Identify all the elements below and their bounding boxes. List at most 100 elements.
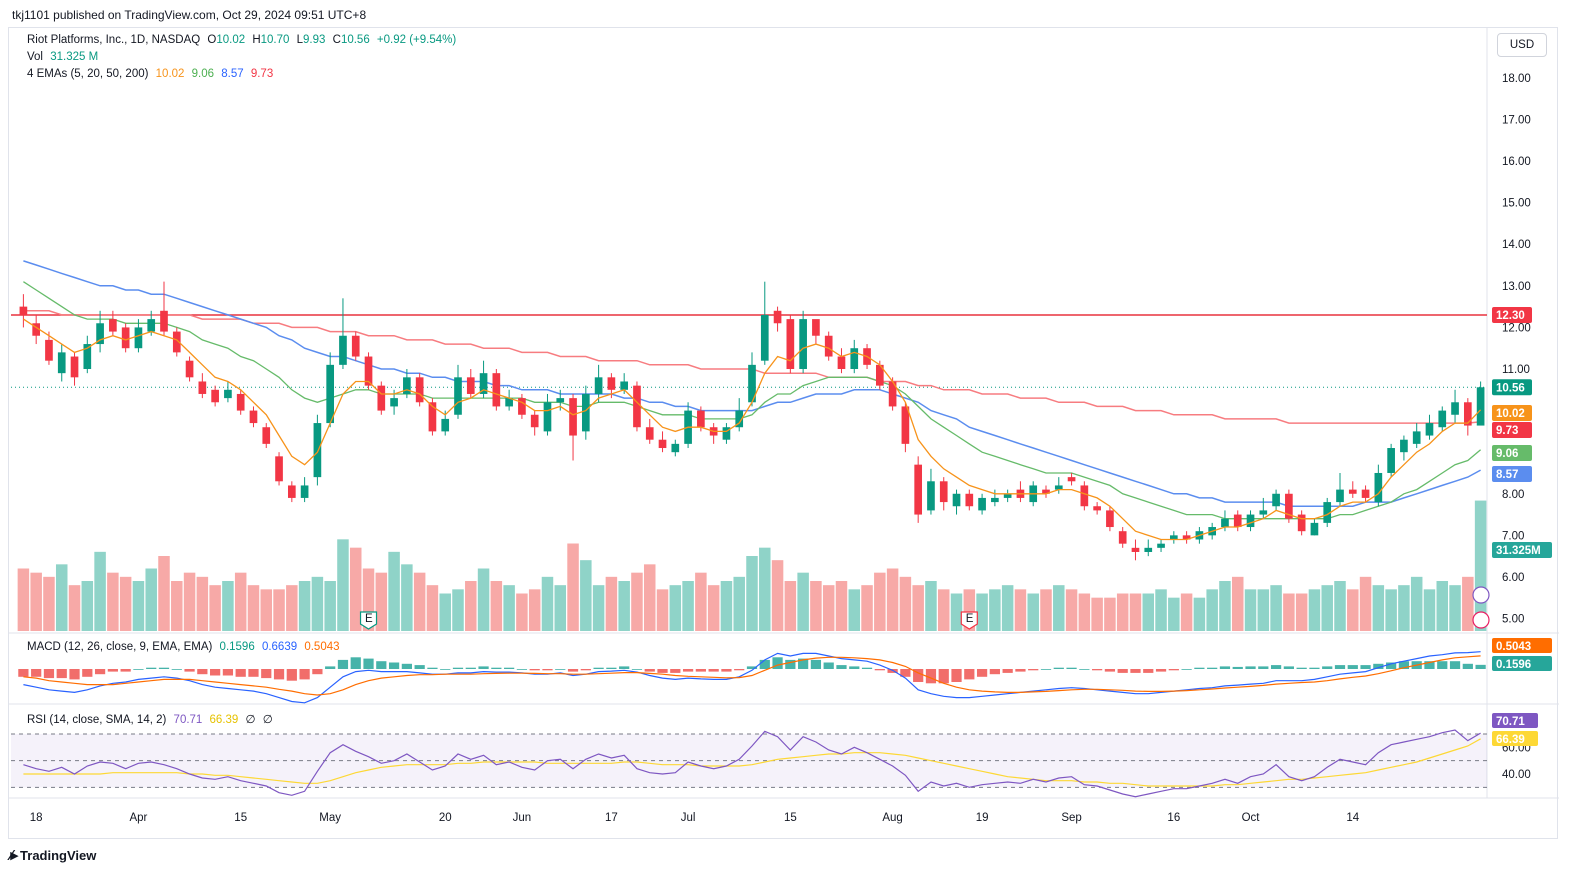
candle-body (57, 352, 66, 374)
candle-body (543, 402, 552, 432)
macd-histogram-bar (695, 669, 706, 672)
volume-bar (848, 589, 861, 631)
tradingview-logo[interactable]: ⁄▸ TradingView (10, 846, 96, 864)
candle-body (287, 485, 296, 498)
candle-body (1297, 514, 1306, 532)
candle-body (83, 344, 92, 370)
volume-bar (1142, 593, 1155, 631)
legend-emas[interactable]: 4 EMAs (5, 20, 50, 200) 10.02 9.06 8.57 … (27, 68, 277, 80)
symbol-title[interactable]: Riot Platforms, Inc., 1D, NASDAQ (27, 34, 201, 46)
price-tag (1492, 422, 1532, 438)
currency-button[interactable]: USD (1497, 33, 1547, 57)
macd-histogram-bar (376, 661, 387, 669)
volume-bar (567, 543, 579, 631)
volume-bar (1398, 585, 1410, 631)
macd-histogram-bar (1245, 666, 1256, 669)
candle-body (441, 418, 450, 432)
macd-histogram-bar (670, 669, 681, 673)
macd-line (23, 651, 1481, 704)
candle-body (1221, 518, 1229, 528)
time-tick-label: 19 (976, 812, 989, 824)
candle-body (1118, 531, 1127, 544)
high-value: H10.70 (252, 34, 290, 46)
volume-bar (426, 585, 439, 631)
candle-body (1259, 510, 1268, 515)
volume-bar (822, 585, 835, 631)
macd-histogram-bar (1028, 669, 1039, 671)
candle-body (466, 377, 475, 394)
macd-histogram-bar (913, 669, 924, 682)
change-value: +0.92 (+9.54%) (376, 34, 457, 46)
volume-bar (286, 585, 298, 631)
volume-bar (413, 572, 426, 631)
candle-body (901, 406, 910, 444)
macd-tag-label: 0.5043 (1496, 641, 1531, 653)
brand-name: TradingView (20, 847, 97, 863)
macd-histogram-bar (644, 669, 655, 672)
candle-body (1093, 506, 1101, 511)
candle-body (160, 310, 168, 332)
candle-body (914, 464, 923, 515)
candle-body (19, 306, 28, 315)
macd-histogram-bar (1437, 661, 1448, 669)
volume-bar (1155, 589, 1167, 631)
macd-histogram-bar (210, 669, 221, 676)
macd-histogram-bar (1143, 669, 1154, 673)
volume-bar (234, 572, 247, 631)
macd-histogram-bar (1130, 669, 1141, 673)
candle-body (1067, 477, 1076, 482)
candle-body (939, 481, 948, 503)
volume-bar (1168, 597, 1180, 631)
volume-bar (810, 581, 822, 631)
candle-body (109, 319, 117, 332)
volume-bar (1474, 500, 1487, 631)
macd-histogram-bar (337, 659, 349, 669)
candle-body (1425, 423, 1434, 436)
volume-bar (375, 572, 388, 631)
macd-histogram-bar (1104, 669, 1116, 672)
volume-bar (1040, 589, 1052, 631)
price-tick-label: 6.00 (1502, 572, 1524, 584)
macd-tag (1492, 656, 1552, 671)
price-tick-label: 7.00 (1502, 530, 1524, 542)
candle-body (1412, 431, 1421, 444)
price-tick-label: 17.00 (1502, 114, 1531, 126)
volume-bar (107, 572, 119, 631)
volume-bar (950, 593, 963, 631)
price-tag-label: 10.02 (1496, 408, 1525, 420)
legend-volume[interactable]: Vol 31.325 M (27, 51, 102, 63)
candle-body (671, 443, 680, 453)
price-tick-label: 12.00 (1502, 322, 1531, 334)
macd-histogram-bar (452, 667, 464, 669)
time-tick-label: 16 (1167, 812, 1180, 824)
candle-body (1233, 514, 1242, 528)
earnings-marker-label: E (365, 613, 373, 625)
macd-label: MACD (12, 26, close, 9, EMA, EMA) (27, 641, 213, 653)
macd-hist-value: 0.1596 (219, 641, 255, 653)
legend-rsi[interactable]: RSI (14, close, SMA, 14, 2) 70.71 66.39 … (27, 712, 277, 726)
candle-body (147, 319, 156, 332)
macd-histogram-bar (235, 669, 246, 677)
macd-histogram-bar (1360, 665, 1371, 669)
rsi-ma-tag-label: 66.39 (1496, 734, 1525, 746)
volume-bar (925, 581, 937, 631)
candle-body (658, 439, 667, 449)
macd-histogram-bar (772, 657, 783, 669)
macd-histogram-bar (836, 665, 847, 669)
price-tick-label: 8.00 (1502, 489, 1524, 501)
macd-tag-label: 0.1596 (1496, 659, 1531, 671)
macd-histogram-bar (299, 669, 310, 680)
volume-bar (835, 581, 848, 631)
candle-body (633, 385, 641, 428)
candle-body (1323, 502, 1332, 523)
macd-histogram-bar (529, 669, 540, 671)
volume-bar (1270, 585, 1282, 631)
candle-body (556, 398, 565, 403)
volume-bar (963, 589, 976, 631)
volume-bar (401, 564, 413, 631)
close-value: C10.56 (332, 34, 370, 46)
chart-canvas[interactable]: 18.00 17.00 16.00 15.00 14.00 13.00 12.00 11.00… (9, 28, 1559, 840)
legend-macd[interactable]: MACD (12, 26, close, 9, EMA, EMA) 0.1596… (27, 641, 344, 653)
candle-body (505, 398, 513, 407)
volume-bar (465, 581, 477, 631)
